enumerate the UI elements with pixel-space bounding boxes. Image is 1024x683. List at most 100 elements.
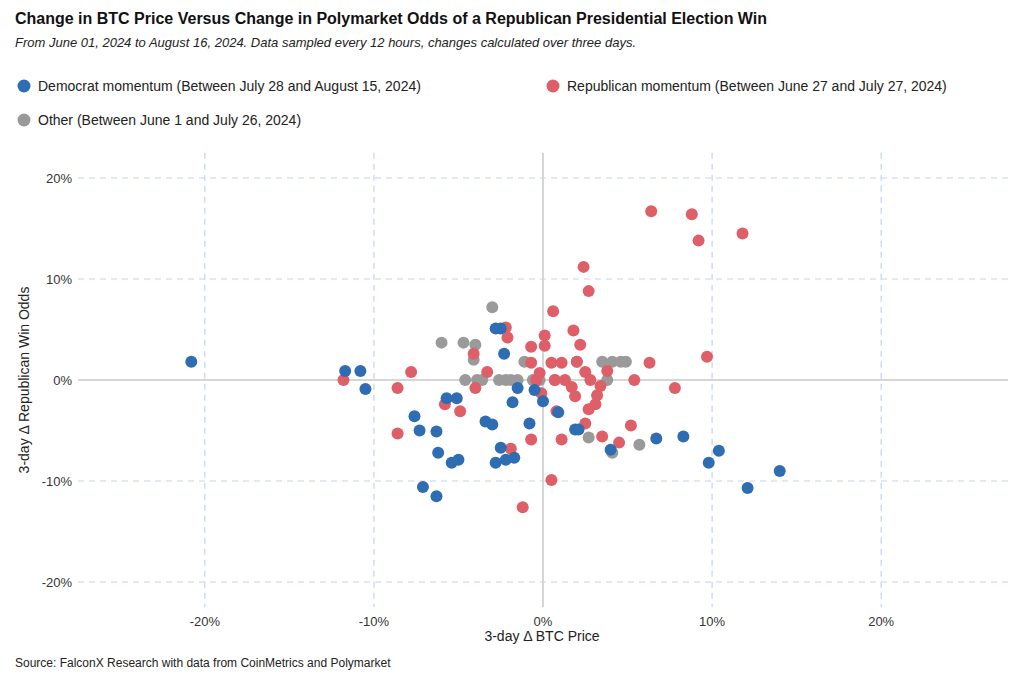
x-tick-label: -10% [359,614,390,629]
legend-label: Democrat momentum (Between July 28 and A… [38,78,421,94]
point [571,356,583,368]
point [507,396,519,408]
legend-marker [547,80,560,93]
point [578,261,590,273]
point [525,434,537,446]
point [517,501,529,513]
point [529,384,541,396]
point [547,305,559,317]
point [354,365,366,377]
x-axis-label: 3-day Δ BTC Price [484,628,599,644]
point [490,457,502,469]
point [525,357,537,369]
y-tick-label: 0% [53,373,72,388]
point [508,452,520,464]
legend-marker [18,114,31,127]
point [742,482,754,494]
point [625,419,637,431]
point [498,348,510,360]
y-grid-line [78,480,1008,481]
point [537,395,549,407]
point [430,490,442,502]
grid [78,153,1008,608]
point [495,322,507,334]
point [405,366,417,378]
point [454,405,466,417]
y-tick-label: 20% [46,171,72,186]
point [703,457,715,469]
y-grid-line [78,581,1008,582]
legend-label: Other (Between June 1 and July 26, 2024) [38,112,301,128]
point [468,348,480,360]
point [567,325,579,337]
point [552,406,564,418]
point [677,431,689,443]
point [556,357,568,369]
point [417,481,429,493]
point [620,356,632,368]
point [645,205,657,217]
point [459,374,471,386]
point [596,431,608,443]
point [486,418,498,430]
point [701,351,713,363]
point [594,380,606,392]
point [534,367,546,379]
y-tick-label: -10% [42,474,73,489]
point [556,434,568,446]
x-tick-label: 20% [868,614,894,629]
point [573,423,585,435]
subtitle: From June 01, 2024 to August 16, 2024. D… [15,35,636,50]
point [432,447,444,459]
point [669,382,681,394]
point [469,382,481,394]
point [574,339,586,351]
point [633,439,645,451]
point [571,356,583,368]
point [495,442,507,454]
chart: Change in BTC Price Versus Change in Pol… [0,0,1024,683]
point [644,357,656,369]
point [545,474,557,486]
source: Source: FalconX Research with data from … [15,656,391,670]
point [601,365,613,377]
points [185,205,785,513]
point [481,366,493,378]
x-tick-label: 0% [534,614,553,629]
point [605,444,617,456]
point [523,417,535,429]
y-grid-line [78,278,1008,279]
point [539,340,551,352]
point [693,235,705,247]
point [737,228,749,240]
point [436,337,448,349]
y-tick-label: -20% [42,575,73,590]
point [583,285,595,297]
x-tick-label: -20% [190,614,221,629]
point [512,382,524,394]
point [359,383,371,395]
point [525,341,537,353]
point [185,356,197,368]
point [686,208,698,220]
point [569,390,581,402]
point [583,432,595,444]
point [339,365,351,377]
point [650,433,662,445]
point [584,374,596,386]
point [713,445,725,457]
point [430,426,442,438]
title: Change in BTC Price Versus Change in Pol… [15,10,767,27]
y-grid-line [78,177,1008,178]
point [392,428,404,440]
point [451,392,463,404]
x-tick-label: 10% [699,614,725,629]
point [392,382,404,394]
y-tick-label: 10% [46,272,72,287]
point [452,454,464,466]
point [774,465,786,477]
point [486,301,498,313]
point [408,410,420,422]
legend: Democrat momentum (Between July 28 and A… [18,78,947,128]
point [414,425,426,437]
